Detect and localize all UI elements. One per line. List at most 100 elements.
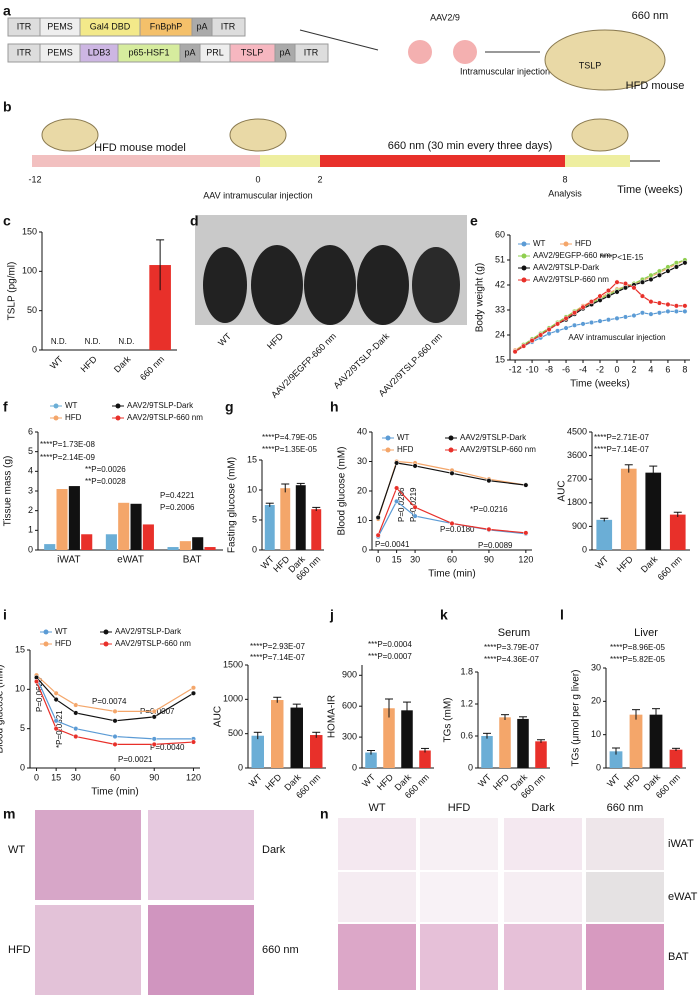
point — [665, 264, 671, 270]
mouse — [571, 118, 629, 152]
x-tick-label: 15 — [51, 772, 61, 782]
element: p65-HSF1 — [128, 47, 169, 57]
annotation: P=0.0040 — [150, 743, 185, 752]
analysis-label: Analysis — [548, 188, 582, 198]
y-tick-label: 1 — [28, 525, 33, 535]
legend-label: AAV2/9EGFP-660 nm — [533, 251, 611, 260]
annotation: P=0.2006 — [160, 503, 195, 512]
bar — [669, 749, 683, 768]
annotation: **P=0.0028 — [85, 477, 126, 486]
point — [449, 520, 455, 527]
x-tick-label: -10 — [526, 364, 539, 374]
point — [648, 311, 654, 317]
tick: 0 — [255, 174, 260, 184]
x-tick-label: 2 — [631, 364, 636, 374]
point — [597, 297, 603, 303]
y-tick-label: 0 — [32, 344, 37, 354]
bar — [118, 502, 130, 550]
photo-label: AAV2/9TSLP-Dark — [331, 331, 391, 391]
element: ITR — [221, 21, 236, 31]
image — [420, 924, 498, 990]
point — [648, 299, 654, 305]
bar — [251, 735, 264, 768]
x-tick-label: HFD — [375, 772, 396, 793]
legend-marker — [521, 241, 527, 247]
annotation: ****P=7.14E-07 — [250, 653, 305, 662]
y-tick-label: 1800 — [567, 497, 587, 507]
point — [597, 293, 603, 299]
point — [631, 285, 637, 291]
mouse — [412, 247, 460, 323]
point — [580, 304, 586, 310]
annotation: **P=0.0026 — [85, 465, 126, 474]
x-tick-label: 0 — [34, 772, 39, 782]
mouse — [357, 245, 409, 325]
bar — [149, 265, 171, 350]
annotation: ****P=2.93E-07 — [250, 642, 305, 651]
image — [148, 905, 254, 995]
point — [622, 285, 629, 291]
y-axis-label: Fasting glucose (mM) — [227, 457, 238, 553]
x-tick-label: 120 — [186, 772, 201, 782]
panel-label: b — [3, 99, 12, 115]
bar — [649, 714, 663, 768]
bar — [271, 700, 284, 768]
y-tick-label: 0.6 — [460, 730, 473, 740]
bar — [167, 547, 179, 550]
element: ITR — [17, 21, 32, 31]
value-label: N.D. — [51, 337, 67, 346]
light-label: 660 nm (30 min every three days) — [388, 140, 552, 152]
panel-label: n — [320, 806, 329, 822]
y-tick-label: 0 — [362, 544, 367, 554]
virus — [408, 40, 432, 64]
annotation: ***P=0.0007 — [368, 652, 412, 661]
annotation: ***P=0.0004 — [368, 640, 412, 649]
point — [605, 317, 612, 323]
point — [580, 321, 586, 327]
bar — [130, 503, 142, 550]
point — [665, 301, 671, 307]
point — [546, 331, 552, 337]
annotation: P=0.0041 — [375, 540, 410, 549]
x-axis-label: Time (min) — [428, 569, 475, 580]
y-tick-label: 15 — [15, 644, 25, 654]
schematic-a: AAV2/9 Intramuscular injection 660 nm TS… — [299, 10, 684, 92]
y-tick-label: 1.2 — [460, 698, 473, 708]
y-tick-label: 0 — [352, 762, 357, 772]
annotation: P=0.0007 — [140, 707, 175, 716]
arrow — [299, 29, 379, 51]
y-tick-label: 15 — [247, 454, 257, 464]
point — [73, 710, 79, 716]
point — [673, 303, 679, 309]
point — [554, 328, 561, 334]
y-tick-label: 2 — [28, 505, 33, 515]
element: pA — [279, 47, 290, 57]
light-label: 660 nm — [632, 10, 669, 22]
legend-label: AAV2/9TSLP-Dark — [127, 401, 194, 410]
annotation: ****P=2.71E-07 — [594, 433, 649, 442]
bar — [290, 707, 303, 768]
bar — [499, 717, 511, 768]
image — [504, 872, 582, 922]
annotation: P<1E-15 — [612, 253, 644, 262]
point — [665, 268, 671, 274]
image — [504, 818, 582, 870]
point — [622, 281, 629, 287]
point — [682, 260, 688, 266]
y-tick-label: 5 — [252, 514, 257, 524]
y-axis-label: Blood glucose (mM) — [337, 447, 348, 536]
point — [639, 279, 646, 285]
construct-1: ITR PEMS Gal4 DBD FnBphP pA ITR — [7, 17, 246, 37]
legend-label: WT — [65, 401, 78, 410]
point — [529, 338, 535, 344]
adipose-histology: WT HFD Dark 660 nm iWAT eWAT BAT — [338, 802, 698, 990]
annotation: *P=0.0321 — [55, 710, 64, 748]
point — [112, 708, 118, 714]
legend-marker — [43, 629, 49, 635]
x-tick-label: 0 — [376, 554, 381, 564]
x-tick-label: WT — [247, 772, 264, 789]
point — [449, 470, 455, 476]
point — [53, 697, 59, 703]
y-tick-label: 4 — [28, 466, 33, 476]
point — [412, 463, 418, 469]
